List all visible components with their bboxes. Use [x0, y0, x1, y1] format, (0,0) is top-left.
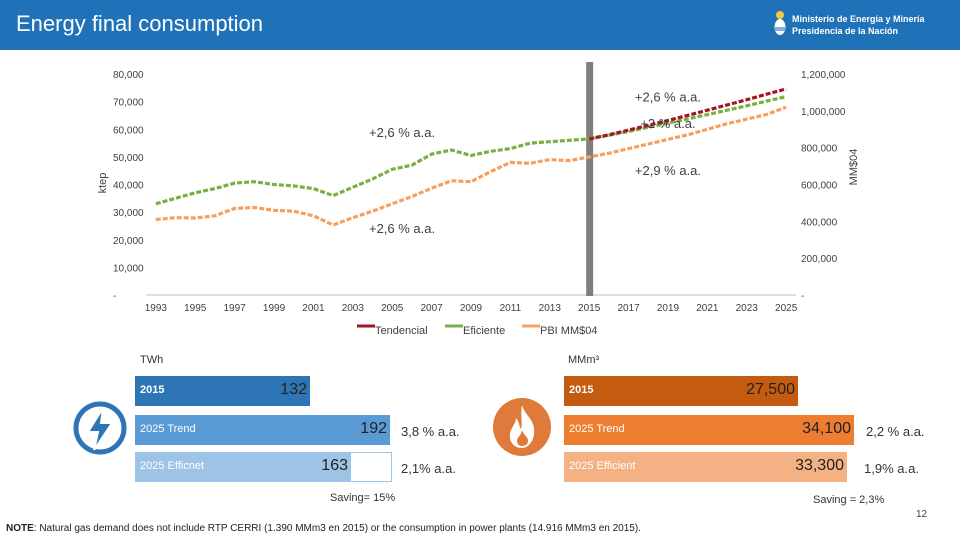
x-tick-label: 2023	[736, 303, 759, 314]
electricity-bar-value: 163	[321, 457, 348, 474]
y-left-tick-label: 20,000	[113, 236, 144, 247]
growth-annotation: +2 % a.a.	[640, 116, 695, 131]
electricity-unit-label: TWh	[140, 354, 164, 366]
series-line-pbi-mm-04	[155, 105, 787, 227]
growth-annotation: +2,6 % a.a.	[635, 90, 701, 105]
legend-label: Eficiente	[463, 325, 505, 337]
footnote-label: NOTE	[6, 523, 34, 534]
electricity-bar-value: 192	[360, 420, 387, 437]
x-tick-label: 2005	[381, 303, 404, 314]
legend-label: PBI MM$04	[540, 325, 597, 337]
gas-unit-label: MMm³	[568, 354, 600, 366]
header-bar: Energy final consumption Ministerio de E…	[0, 0, 960, 50]
gas-efficient-rate: 1,9% a.a.	[864, 461, 919, 476]
y-right-tick-label: -	[801, 291, 804, 302]
y-left-tick-label: 30,000	[113, 208, 144, 219]
gas-saving: Saving = 2,3%	[813, 494, 885, 506]
x-tick-label: 1993	[145, 303, 168, 314]
x-tick-label: 2001	[302, 303, 325, 314]
electricity-efficient-rate: 2,1% a.a.	[401, 461, 456, 476]
logo-line-2: Presidencia de la Nación	[792, 26, 899, 36]
series-line-eficiente	[155, 95, 787, 206]
y-right-tick-label: 200,000	[801, 254, 838, 265]
electricity-bar-value: 132	[280, 381, 307, 398]
logo-line-1: Ministerio de Energía y Minería	[792, 14, 925, 24]
x-tick-label: 1995	[184, 303, 207, 314]
page-number: 12	[916, 509, 928, 520]
electricity-bar-label: 2025 Efficnet	[140, 460, 205, 472]
gas-bar-value: 34,100	[802, 420, 851, 437]
x-tick-label: 1999	[263, 303, 286, 314]
y-right-tick-label: 600,000	[801, 181, 838, 192]
x-tick-label: 2021	[696, 303, 719, 314]
growth-annotation: +2,6 % a.a.	[369, 125, 435, 140]
electricity-bar-label: 2025 Trend	[140, 423, 196, 435]
gas-trend-rate: 2,2 % a.a.	[866, 424, 925, 439]
growth-annotation: +2,9 % a.a.	[635, 163, 701, 178]
y-left-tick-label: 50,000	[113, 153, 144, 164]
electricity-bar	[135, 415, 390, 445]
electricity-bar	[135, 452, 351, 482]
gas-bar-label: 2015	[569, 384, 594, 396]
x-tick-label: 2009	[460, 303, 483, 314]
y-right-tick-label: 800,000	[801, 144, 838, 155]
y-right-tick-label: 400,000	[801, 217, 838, 228]
footnote-text: : Natural gas demand does not include RT…	[33, 523, 641, 534]
electricity-trend-rate: 3,8 % a.a.	[401, 424, 460, 439]
ministry-logo: Ministerio de Energía y Minería Presiden…	[770, 10, 940, 42]
y-left-tick-label: -	[113, 291, 116, 302]
footnote: NOTE: Natural gas demand does not includ…	[6, 523, 641, 534]
y-right-axis-label: MM$04	[848, 149, 860, 186]
y-left-axis-label: ktep	[97, 173, 109, 194]
gas-bar	[564, 376, 798, 406]
x-tick-label: 2011	[500, 303, 522, 314]
x-tick-label: 2007	[420, 303, 443, 314]
y-left-tick-label: 60,000	[113, 125, 144, 136]
legend-label: Tendencial	[375, 325, 428, 337]
gas-bar	[564, 415, 854, 445]
page-title: Energy final consumption	[16, 11, 264, 36]
y-left-tick-label: 40,000	[113, 181, 144, 192]
electricity-bar	[135, 376, 310, 406]
x-tick-label: 2019	[657, 303, 680, 314]
x-tick-label: 2017	[617, 303, 640, 314]
series-line-tendencial	[588, 87, 787, 141]
y-right-tick-label: 1,000,000	[801, 107, 846, 118]
y-left-tick-label: 10,000	[113, 263, 144, 274]
y-right-tick-label: 1,200,000	[801, 70, 846, 81]
electricity-saving: Saving= 15%	[330, 492, 396, 504]
x-tick-label: 2025	[775, 303, 798, 314]
electricity-bar-label: 2015	[140, 384, 165, 396]
gas-bar-label: 2025 Efficient	[569, 460, 636, 472]
coat-of-arms-icon	[774, 11, 786, 35]
electricity-trend-outline	[135, 452, 392, 482]
gas-bar-value: 33,300	[795, 457, 844, 474]
lightning-icon	[72, 400, 128, 461]
gas-bar-label: 2025 Trend	[569, 423, 625, 435]
growth-annotation: +2,6 % a.a.	[369, 221, 435, 236]
flame-icon	[492, 396, 552, 463]
y-left-tick-label: 80,000	[113, 70, 144, 81]
gas-bar-value: 27,500	[746, 381, 795, 398]
x-tick-label: 1997	[224, 303, 247, 314]
gas-bar	[564, 452, 847, 482]
energy-line-chart: 80,000 70,000 60,000 50,000 40,000 30,000 20,0…	[97, 62, 860, 337]
x-tick-label: 2015	[578, 303, 601, 314]
y-left-tick-label: 70,000	[113, 98, 144, 109]
divider-2015-bar	[586, 62, 594, 296]
x-tick-label: 2013	[539, 303, 562, 314]
x-tick-label: 2003	[342, 303, 365, 314]
